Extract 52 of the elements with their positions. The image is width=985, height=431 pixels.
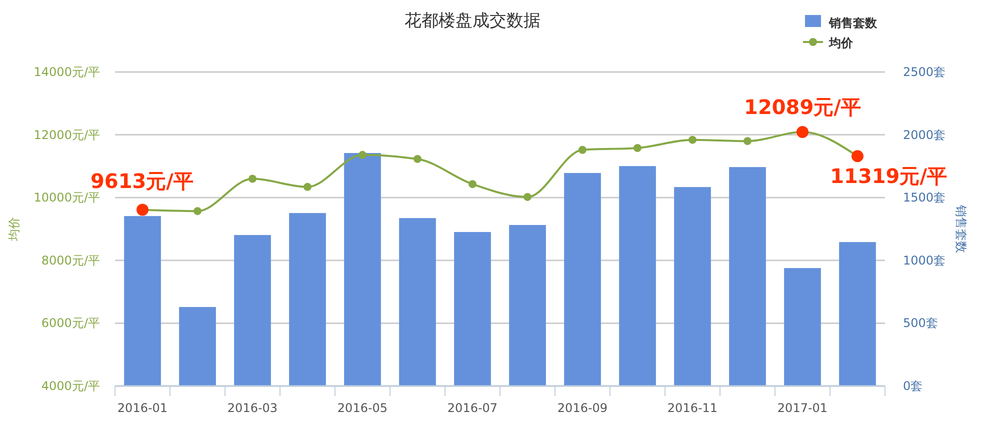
x-tick-label: 2017-01	[777, 401, 828, 415]
y-tick-label: 8000元/平	[41, 253, 100, 268]
bar	[784, 268, 821, 386]
x-tick-label: 2016-05	[337, 401, 388, 415]
annotation: 12089元/平	[744, 95, 861, 120]
y-tick-label: 12000元/平	[34, 128, 100, 142]
y-tick-label: 14000元/平	[34, 65, 100, 79]
x-tick-label: 2016-07	[447, 401, 498, 415]
point	[744, 137, 752, 146]
y2-tick-label: 2500套	[903, 65, 946, 79]
point	[358, 150, 366, 159]
bar	[289, 213, 326, 386]
point	[248, 174, 256, 183]
y2-tick-label: 1500套	[903, 190, 946, 205]
legend-label: 均价	[828, 36, 854, 50]
bar	[399, 218, 436, 386]
bar	[509, 224, 546, 386]
y2-tick-label: 2000套	[903, 128, 946, 142]
y2-tick-label: 500套	[903, 316, 938, 330]
point	[688, 136, 696, 144]
bar	[674, 187, 711, 386]
bar	[124, 216, 161, 386]
x-tick-label: 2016-09	[557, 401, 608, 415]
bar	[344, 153, 381, 386]
point	[578, 146, 586, 154]
bar	[619, 166, 656, 386]
x-tick-label: 2016-03	[227, 401, 278, 415]
point	[194, 207, 202, 216]
point	[468, 180, 476, 188]
chart-title: 花都楼盘成交数据	[404, 11, 540, 31]
y2-axis-title: 销售套数	[954, 204, 968, 253]
point	[304, 182, 312, 191]
y2-tick-label: 0套	[903, 379, 923, 393]
bar	[564, 172, 601, 386]
y-tick-label: 4000元/平	[41, 379, 100, 393]
bar	[729, 167, 766, 386]
y-axis-title: 均价	[7, 217, 21, 242]
point	[414, 154, 422, 163]
legend-label: 销售套数	[828, 16, 878, 30]
bar	[839, 242, 876, 386]
x-tick-label: 2016-11	[667, 401, 718, 415]
bar	[234, 235, 271, 386]
x-tick-label: 2016-01	[117, 401, 168, 415]
annotation: 11319元/平	[830, 164, 947, 188]
annotation: 9613元/平	[90, 168, 194, 193]
bar	[179, 307, 216, 386]
bar	[454, 232, 491, 386]
point	[634, 144, 642, 152]
y-tick-label: 10000元/平	[34, 190, 100, 205]
point	[524, 192, 532, 201]
y2-tick-label: 1000套	[903, 253, 946, 268]
y-tick-label: 6000元/平	[41, 316, 100, 330]
